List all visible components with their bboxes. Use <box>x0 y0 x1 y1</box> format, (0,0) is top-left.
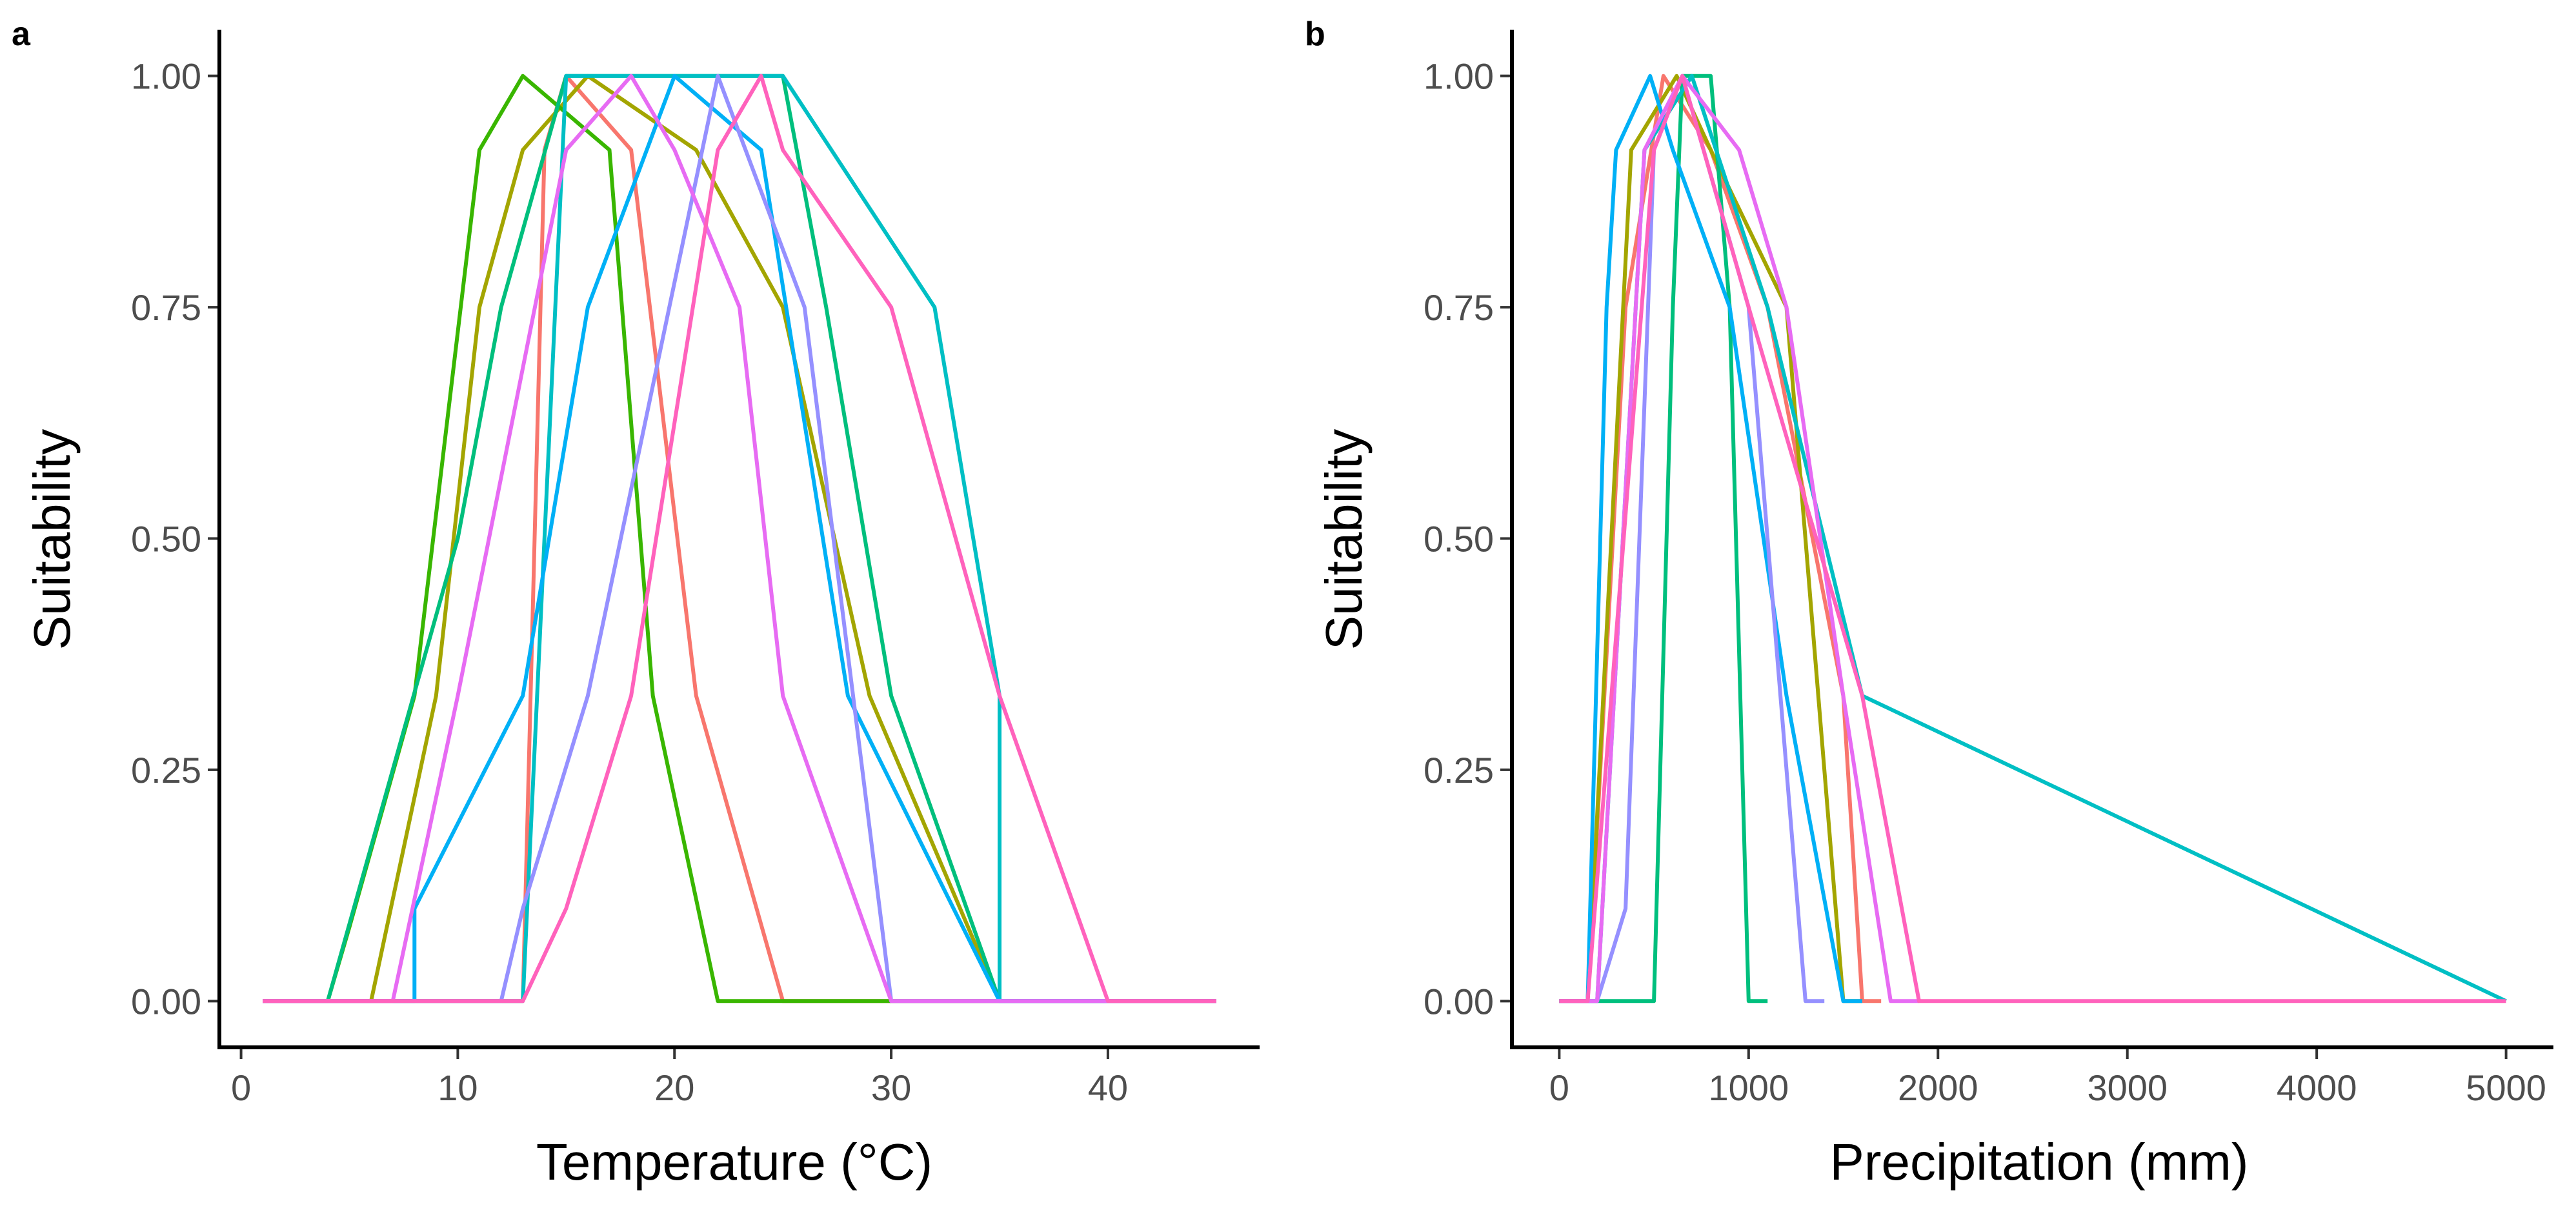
y-tick-label-b-0: 0.00 <box>1424 981 1494 1022</box>
x-tick-label-b-5: 5000 <box>2466 1067 2546 1108</box>
y-tick-label-b-1: 0.25 <box>1424 750 1494 791</box>
y-ticks-a: 0.00 0.25 0.50 0.75 1.00 <box>131 56 219 1022</box>
x-ticks-a: 0 10 20 30 40 <box>231 1047 1128 1108</box>
series-line-a-4 <box>263 74 1216 1003</box>
y-axis-title-a: Suitability <box>23 429 81 650</box>
series-line-a-5 <box>263 74 1216 1003</box>
panel-tag-b: b <box>1305 15 1325 53</box>
y-tick-label-b-3: 0.75 <box>1424 287 1494 328</box>
x-tick-label-a-4: 40 <box>1088 1067 1128 1108</box>
x-tick-label-a-0: 0 <box>231 1067 251 1108</box>
panel-tag-a: a <box>12 15 31 53</box>
series-group-a <box>263 74 1216 1003</box>
y-tick-label-a-3: 0.75 <box>131 287 201 328</box>
y-ticks-b: 0.00 0.25 0.50 0.75 1.00 <box>1424 56 1512 1022</box>
y-tick-label-b-4: 1.00 <box>1424 56 1494 97</box>
series-line-a-6 <box>263 74 1216 1003</box>
series-group-b <box>1559 74 2507 1003</box>
y-tick-label-b-2: 0.50 <box>1424 519 1494 559</box>
x-tick-label-b-3: 3000 <box>2087 1067 2168 1108</box>
series-line-a-3 <box>263 74 1216 1003</box>
y-tick-label-a-2: 0.50 <box>131 519 201 559</box>
x-ticks-b: 0 1000 2000 3000 4000 5000 <box>1549 1047 2546 1108</box>
x-tick-label-b-2: 2000 <box>1898 1067 1978 1108</box>
x-tick-label-b-1: 1000 <box>1709 1067 1789 1108</box>
y-tick-label-a-1: 0.25 <box>131 750 201 791</box>
y-axis-title-b: Suitability <box>1315 429 1373 650</box>
series-line-a-2 <box>263 74 1216 1003</box>
x-tick-label-a-2: 20 <box>654 1067 694 1108</box>
x-tick-label-a-3: 30 <box>871 1067 911 1108</box>
y-tick-label-a-0: 0.00 <box>131 981 201 1022</box>
series-line-a-8 <box>263 74 1216 1003</box>
series-line-a-9 <box>263 74 1216 1003</box>
series-line-a-1 <box>263 74 1216 1003</box>
series-line-b-8 <box>1559 74 2506 1003</box>
x-tick-label-a-1: 10 <box>438 1067 478 1108</box>
panel-temperature: a Suitability Temperature (°C) 0.000.250… <box>12 15 1260 1191</box>
x-axis-title-a: Temperature (°C) <box>536 1133 932 1191</box>
panel-precipitation: b Suitability Precipitation (mm) 0.00 0.2… <box>1305 15 2553 1191</box>
series-line-b-7 <box>1559 74 1919 1003</box>
x-tick-label-b-0: 0 <box>1549 1067 1569 1108</box>
x-tick-label-b-4: 4000 <box>2277 1067 2357 1108</box>
series-line-a-7 <box>263 74 1216 1003</box>
series-line-b-4 <box>1559 74 2507 1003</box>
y-tick-label-a-4: 1.00 <box>131 56 201 97</box>
x-axis-title-b: Precipitation (mm) <box>1829 1133 2248 1191</box>
